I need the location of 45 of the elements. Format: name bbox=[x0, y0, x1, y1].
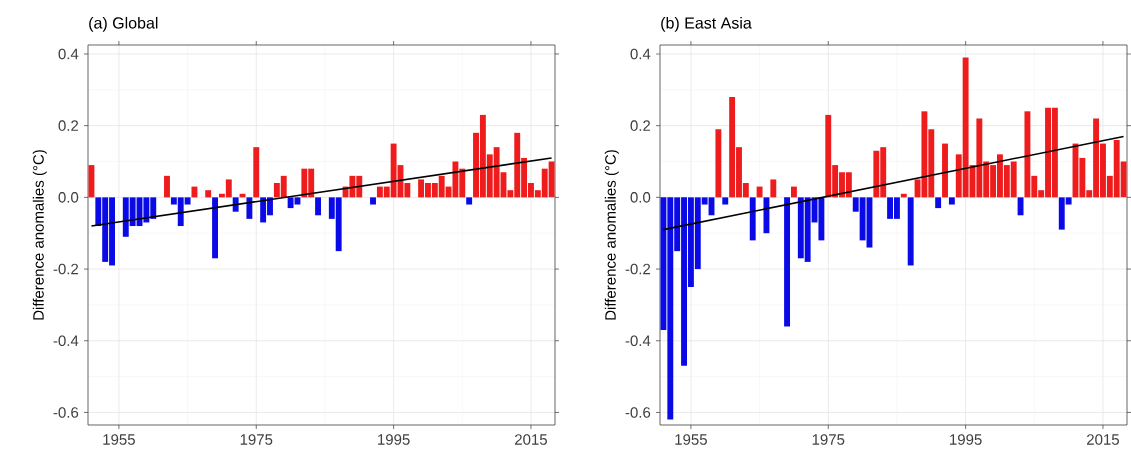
bar bbox=[315, 197, 322, 216]
y-axis-title: Difference anomalies (°C) bbox=[604, 150, 619, 320]
bar bbox=[756, 186, 763, 198]
bar bbox=[942, 143, 948, 198]
bar bbox=[212, 197, 219, 259]
bar bbox=[784, 197, 791, 327]
y-tick-label: -0.6 bbox=[625, 407, 651, 418]
y-tick-label: 0.0 bbox=[630, 192, 651, 203]
bar bbox=[948, 197, 955, 205]
bar bbox=[907, 197, 914, 266]
y-tick-label: -0.2 bbox=[625, 263, 651, 275]
bar bbox=[770, 179, 777, 198]
bar bbox=[466, 197, 473, 205]
bar bbox=[246, 197, 253, 219]
x-tick-label: 2015 bbox=[1087, 434, 1120, 445]
bar bbox=[722, 197, 729, 205]
y-tick-label: 0.2 bbox=[58, 120, 79, 131]
bar bbox=[935, 197, 942, 209]
x-tick-label: 1995 bbox=[950, 434, 982, 445]
x-tick-label: 1975 bbox=[240, 434, 273, 445]
y-tick-label: -0.2 bbox=[53, 263, 79, 275]
bar bbox=[370, 197, 376, 205]
chart-title: (a) Global bbox=[89, 16, 158, 32]
y-tick-label: 0.4 bbox=[58, 48, 79, 60]
chart-title: (b) East Asia bbox=[661, 16, 752, 32]
y-tick-label: -0.6 bbox=[53, 407, 79, 418]
bar bbox=[253, 147, 260, 198]
bar bbox=[1017, 197, 1024, 216]
y-tick-label: -0.4 bbox=[53, 335, 79, 347]
bar bbox=[205, 190, 212, 198]
y-tick-label: 0.4 bbox=[630, 48, 651, 60]
y-tick-label: 0.2 bbox=[630, 120, 651, 131]
y-axis-title: Difference anomalies (°C) bbox=[32, 150, 47, 320]
y-tick-label: 0.0 bbox=[58, 192, 79, 203]
bar bbox=[790, 186, 797, 198]
x-tick-label: 1995 bbox=[378, 434, 410, 445]
y-tick-label: -0.4 bbox=[625, 335, 651, 347]
x-tick-label: 1975 bbox=[812, 434, 845, 445]
bar bbox=[749, 197, 756, 241]
bar bbox=[88, 165, 95, 198]
bar bbox=[164, 175, 170, 198]
bar bbox=[715, 129, 722, 198]
x-tick-label: 1955 bbox=[675, 434, 707, 445]
x-tick-label: 2015 bbox=[515, 434, 548, 445]
x-tick-label: 1955 bbox=[103, 434, 135, 445]
